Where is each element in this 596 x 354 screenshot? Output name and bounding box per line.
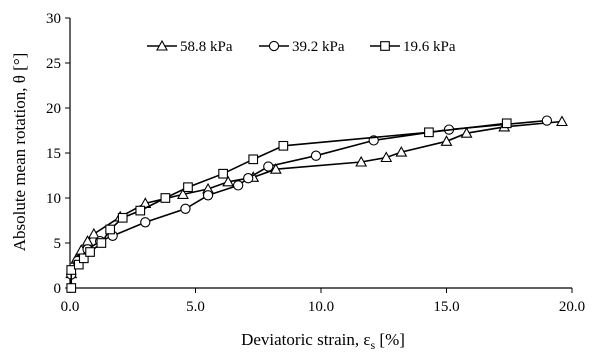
data-point-square: [105, 224, 116, 235]
data-point-square: [73, 259, 84, 270]
y-tick-label: 0: [54, 281, 62, 297]
y-tick-label: 10: [46, 191, 61, 207]
data-point-triangle: [440, 135, 453, 146]
legend-marker-square: [380, 41, 390, 51]
legend-marker-circle: [268, 40, 280, 52]
data-point-triangle: [87, 227, 100, 239]
data-point-square: [78, 253, 89, 264]
legend-item: 19.6 kPa: [370, 39, 456, 55]
y-tick-label: 20: [46, 101, 61, 117]
legend-label: 58.8 kPa: [180, 39, 233, 55]
data-point-triangle: [395, 145, 408, 157]
series-triangle: [65, 115, 568, 279]
data-point-circle: [310, 150, 322, 161]
data-point-square: [135, 205, 146, 216]
data-point-triangle: [380, 151, 393, 163]
data-point-square: [85, 247, 95, 257]
data-point-square: [248, 154, 259, 165]
x-axis-title: Deviatoric strain, εs [%]: [241, 330, 405, 352]
data-point-triangle: [269, 163, 282, 174]
data-point-triangle: [460, 127, 473, 138]
axes: 0 5 10 15 20 25 30 0.0 5.0 10.0 15.0 20.0: [46, 11, 585, 315]
x-axis-title-subscript: s: [371, 338, 376, 352]
legend: 58.8 kPa 39.2 kPa 19.6 kPa: [147, 39, 456, 55]
data-point-triangle: [222, 175, 235, 187]
y-tick-label: 5: [54, 236, 62, 252]
series-circle: [66, 115, 553, 280]
data-point-square: [160, 193, 171, 203]
data-point-circle: [541, 115, 553, 126]
legend-item: 58.8 kPa: [147, 39, 233, 55]
data-point-circle: [233, 180, 244, 191]
x-axis-title-unit: [%]: [375, 330, 405, 349]
data-point-square: [183, 182, 193, 193]
data-point-square: [117, 212, 128, 223]
x-tick-label: 15.0: [433, 299, 459, 315]
series-layer: [65, 115, 568, 293]
data-point-square: [501, 118, 512, 129]
x-tick-label: 5.0: [186, 299, 205, 315]
data-point-square: [278, 140, 289, 151]
data-point-triangle: [355, 155, 368, 167]
data-point-circle: [202, 190, 214, 201]
data-point-triangle: [556, 115, 568, 127]
y-tick-label: 30: [46, 11, 61, 27]
legend-label: 19.6 kPa: [403, 39, 456, 55]
data-point-square: [424, 127, 434, 138]
data-point-square: [96, 238, 107, 248]
data-point-square: [66, 265, 77, 275]
x-tick-label: 0.0: [61, 299, 80, 315]
y-tick-label: 15: [46, 146, 61, 162]
data-point-circle: [180, 203, 191, 214]
y-axis-title: Absolute mean rotation, θ [°]: [10, 53, 29, 252]
legend-marker-triangle: [156, 39, 168, 51]
data-point-square: [218, 168, 228, 179]
data-point-circle: [140, 217, 151, 228]
series-line: [70, 120, 563, 274]
legend-label: 39.2 kPa: [292, 39, 345, 55]
y-tick-label: 25: [46, 56, 61, 72]
x-axis-title-main: Deviatoric strain, ε: [241, 330, 370, 349]
data-point-square: [66, 283, 77, 293]
data-point-triangle: [177, 188, 189, 199]
x-tick-label: 20.0: [559, 299, 585, 315]
series-square: [66, 118, 512, 293]
data-point-circle: [243, 173, 254, 184]
series-line: [70, 122, 507, 288]
legend-item: 39.2 kPa: [259, 39, 345, 55]
x-tick-label: 10.0: [308, 299, 334, 315]
data-point-circle: [263, 161, 274, 172]
